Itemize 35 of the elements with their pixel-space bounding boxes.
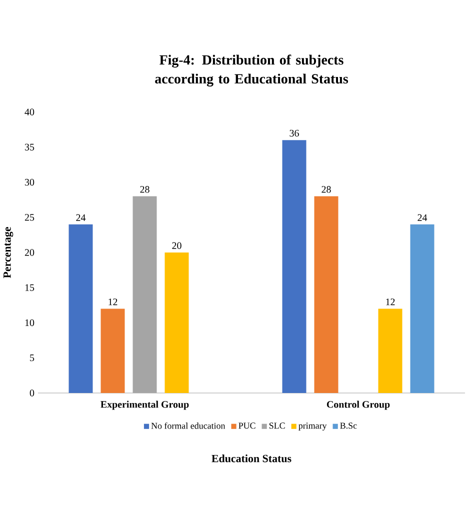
- legend-label: PUC: [238, 422, 256, 429]
- bar: [164, 252, 189, 393]
- data-label: 12: [386, 298, 395, 306]
- x-tick-label: Experimental Group: [100, 400, 189, 410]
- data-label: 28: [322, 186, 331, 193]
- chart-title: Fig-4: Distribution of subjects according to Educational Status: [155, 54, 348, 86]
- y-tick-label: 35: [25, 144, 34, 150]
- legend-label: primary: [298, 422, 327, 431]
- data-label: 20: [172, 242, 182, 249]
- y-tick-label: 5: [30, 354, 34, 362]
- y-tick-label: 10: [25, 319, 34, 326]
- bar: [410, 224, 434, 393]
- y-tick-label: 20: [24, 249, 34, 256]
- bar: [282, 140, 306, 393]
- data-label: 36: [290, 130, 299, 137]
- legend-label: SLC: [269, 422, 285, 429]
- data-label: 12: [108, 298, 118, 306]
- legend-label: No formal education: [151, 422, 226, 429]
- data-label: 24: [418, 214, 428, 221]
- legend-label: B.Sc: [340, 422, 357, 429]
- data-label: 24: [76, 214, 86, 221]
- bar: [68, 224, 93, 393]
- bar: [314, 196, 338, 393]
- y-tick-label: 25: [24, 214, 34, 221]
- y-tick-label: 40: [24, 108, 34, 116]
- data-label: 28: [140, 186, 150, 193]
- bar: [132, 196, 157, 393]
- y-tick-label: 15: [25, 284, 34, 291]
- bar: [378, 308, 402, 393]
- x-axis-title: Education Status: [212, 454, 292, 462]
- y-tick-label: 30: [25, 178, 34, 186]
- y-tick-label: 0: [30, 390, 34, 396]
- y-axis-title: Percentage: [4, 227, 14, 278]
- bar: [100, 308, 125, 393]
- x-tick-label: Control Group: [326, 400, 390, 410]
